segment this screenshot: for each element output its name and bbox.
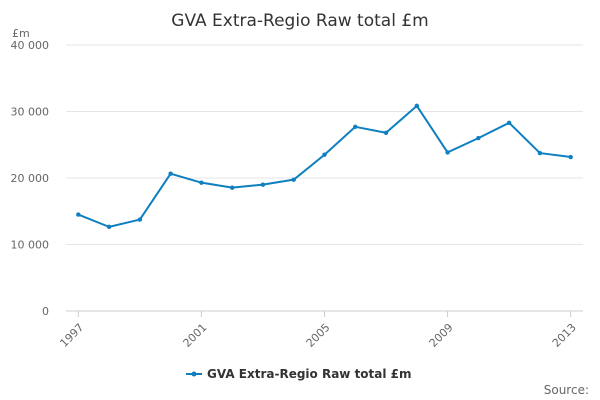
y-tick-label: 40 000 xyxy=(11,39,50,52)
data-point[interactable] xyxy=(414,103,420,109)
data-point[interactable] xyxy=(445,150,450,155)
data-point[interactable] xyxy=(506,120,512,126)
chart-title: GVA Extra-Regio Raw total £m xyxy=(171,11,428,31)
gridlines xyxy=(66,44,583,245)
data-point[interactable] xyxy=(537,150,543,156)
data-point[interactable] xyxy=(476,135,481,141)
data-point[interactable] xyxy=(168,171,173,176)
legend-item-label: GVA Extra-Regio Raw total £m xyxy=(207,367,412,381)
data-point[interactable] xyxy=(229,185,235,190)
source-credits[interactable]: Source: xyxy=(544,383,589,397)
data-point[interactable] xyxy=(106,224,112,230)
data-point[interactable] xyxy=(199,180,204,185)
data-point[interactable] xyxy=(291,177,296,182)
y-tick-label: 10 000 xyxy=(11,239,50,252)
y-tick-label: 0 xyxy=(42,305,49,318)
y-tick-label: 20 000 xyxy=(11,172,50,185)
data-point[interactable] xyxy=(568,154,573,160)
y-tick-label: 30 000 xyxy=(11,106,50,119)
data-point[interactable] xyxy=(353,124,358,129)
data-point[interactable] xyxy=(383,130,389,135)
data-point[interactable] xyxy=(322,152,327,157)
y-axis-unit-label: £m xyxy=(12,27,30,40)
y-axis-ticks: 0 10 000 20 000 30 000 40 000 xyxy=(11,39,50,318)
data-point[interactable] xyxy=(260,182,266,187)
legend[interactable]: GVA Extra-Regio Raw total £m xyxy=(186,367,412,381)
data-point[interactable] xyxy=(137,217,143,222)
data-point[interactable] xyxy=(76,212,81,217)
legend-marker xyxy=(191,371,197,377)
series-group xyxy=(76,103,573,230)
